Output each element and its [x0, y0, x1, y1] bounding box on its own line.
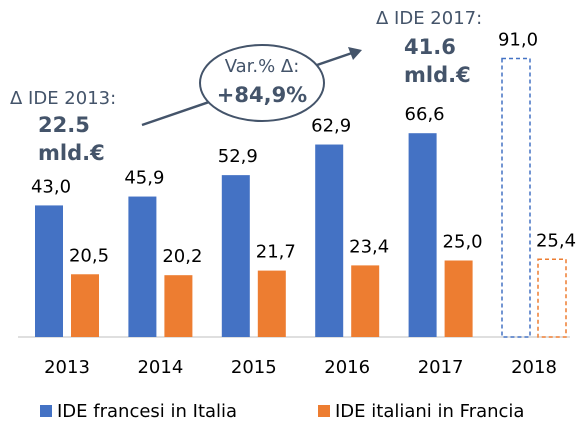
- x-tick-label: 2018: [511, 357, 557, 378]
- legend-swatch: [40, 405, 52, 417]
- value-label: 91,0: [498, 30, 538, 51]
- value-label: 62,9: [311, 116, 351, 137]
- annotation: 41.6: [404, 35, 456, 59]
- annotation: Δ IDE 2017:: [376, 8, 482, 29]
- value-label: 23,4: [349, 236, 389, 257]
- bar: [444, 260, 473, 337]
- bar: [537, 258, 567, 338]
- bar: [257, 270, 286, 337]
- annotation: Δ IDE 2013:: [10, 88, 116, 109]
- value-label: 45,9: [124, 168, 164, 189]
- x-tick-label: 2015: [231, 357, 277, 378]
- x-tick-label: 2014: [137, 357, 183, 378]
- bar: [315, 144, 344, 337]
- value-label: 52,9: [218, 146, 258, 167]
- annotation: 22.5: [38, 113, 90, 137]
- bar: [71, 274, 99, 337]
- value-label: 20,5: [69, 245, 109, 266]
- annotation: +84,9%: [217, 83, 307, 107]
- bar: [35, 205, 63, 337]
- value-label: 25,0: [443, 232, 483, 253]
- annotation: mld.€: [38, 141, 105, 165]
- bar: [164, 275, 193, 337]
- bubble: [199, 44, 325, 122]
- bar: [351, 265, 380, 337]
- value-label: 43,0: [31, 176, 71, 197]
- bar: [501, 57, 531, 338]
- legend-swatch: [318, 405, 330, 417]
- bar: [408, 133, 437, 337]
- legend-label: IDE italiani in Francia: [335, 401, 524, 422]
- value-label: 20,2: [162, 246, 202, 267]
- legend-label: IDE francesi in Italia: [57, 401, 237, 422]
- bar: [128, 196, 157, 337]
- value-label: 21,7: [256, 242, 296, 263]
- x-tick-label: 2016: [324, 357, 370, 378]
- annotation: Var.% Δ:: [225, 56, 300, 77]
- annotation: mld.€: [404, 63, 471, 87]
- value-label: 66,6: [405, 104, 445, 125]
- value-label: 25,4: [536, 230, 576, 251]
- x-tick-label: 2017: [418, 357, 464, 378]
- arrow-head: [348, 47, 362, 60]
- bar: [221, 175, 250, 337]
- x-tick-label: 2013: [44, 357, 90, 378]
